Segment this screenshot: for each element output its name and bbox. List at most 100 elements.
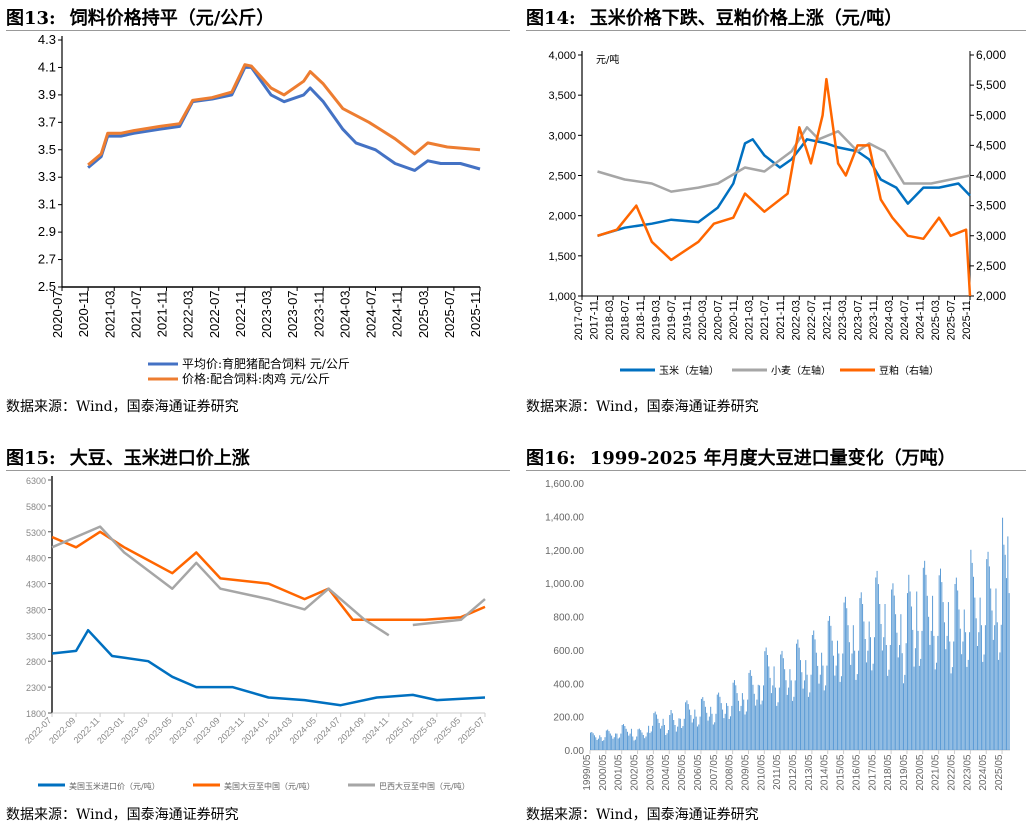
bar [633,740,635,750]
bar [986,559,988,750]
bar [831,640,833,750]
bar [617,738,619,750]
x-tick-label: 2023-11 [868,300,880,340]
bar [607,729,609,750]
y-tick-label: 4.3 [38,32,56,47]
bar [628,735,630,750]
series-line-0 [87,65,481,172]
bar [694,709,696,750]
bar [859,598,861,750]
y-tick-label: 3,500 [548,90,576,102]
bar [1006,578,1008,750]
bar [704,706,706,750]
bar [720,703,722,750]
x-tick-label: 2017-07 [573,300,585,340]
bar [601,741,603,750]
bar [864,639,866,750]
x-tick-label: 2021/05 [931,754,942,791]
y-tick-label: 4.1 [38,59,56,74]
bar [1007,536,1009,750]
bar [718,692,720,750]
bar [736,693,738,750]
bar [719,696,721,750]
y-tick-label: 5300 [26,528,46,538]
bar [706,712,708,750]
bar [745,711,747,750]
legend-label: 豆粕（右轴） [879,364,939,377]
bar [597,738,599,750]
bar [860,592,862,750]
bar [765,647,767,750]
bar [979,597,981,750]
bar [766,655,768,750]
bar [843,602,845,750]
bar [687,704,689,750]
y-tick-label: 4,000 [548,50,576,62]
bar [817,665,819,750]
bar [966,666,968,750]
bar [991,610,993,750]
y2-tick-label: 5,500 [976,78,1006,92]
bar [682,726,684,750]
y-tick-label: 800.00 [553,613,584,624]
y-tick-label: 3800 [26,605,46,615]
bar [619,737,621,750]
y-tick-label: 3.9 [38,87,56,102]
bar [801,672,803,750]
x-tick-label: 2018-07 [620,300,632,340]
legend-label: 玉米（左轴） [659,364,719,377]
bar [700,698,702,750]
bar [996,622,998,750]
x-tick-label: 2024/05 [978,754,989,791]
bar [737,700,739,750]
bar [836,640,838,750]
bar [696,726,698,750]
y-tick-label: 1,500 [548,251,576,263]
bar [753,693,755,750]
bar [988,566,990,750]
bar [925,574,927,750]
bar [848,642,850,750]
panel-title-15: 图15: 大豆、玉米进口价上涨 [6,444,264,470]
bar [760,704,762,750]
y2-tick-label: 2,000 [976,289,1006,303]
bar [739,711,741,750]
x-tick-label: 2015/05 [836,754,847,791]
bar [818,683,820,750]
bar [703,700,705,750]
bar [763,685,765,750]
x-tick-label: 2022-11 [821,300,833,340]
bar [852,625,854,750]
bar [840,676,842,750]
bar [810,674,812,750]
bar [868,621,870,750]
x-tick-label: 2024-09 [336,715,366,745]
bar [963,609,965,750]
bar [872,663,874,750]
bar [850,664,852,750]
x-tick-label: 2010/05 [756,754,767,791]
y-tick-label: 1,000.00 [545,579,584,590]
bar [632,736,634,750]
bar [679,718,681,750]
bar [888,669,890,750]
bar [811,635,813,750]
bar [906,593,908,750]
bar [624,726,626,750]
bar [629,733,631,750]
bar [785,680,787,750]
x-tick-label: 2025-07 [456,715,486,745]
bar [716,694,718,750]
y-tick-label: 1,000 [548,291,576,303]
bar [740,705,742,750]
bar [603,740,605,750]
chart-16: 1,600.00 1,400.00 1,200.00 1,000.00 800.00 60… [545,479,1010,791]
series-line-2 [51,525,486,637]
bar [999,652,1001,750]
divider [6,470,510,471]
bar [815,652,817,750]
bar [621,725,623,750]
y-tick-label: 2.7 [38,252,56,267]
x-tick-label: 2024-03 [337,290,352,338]
